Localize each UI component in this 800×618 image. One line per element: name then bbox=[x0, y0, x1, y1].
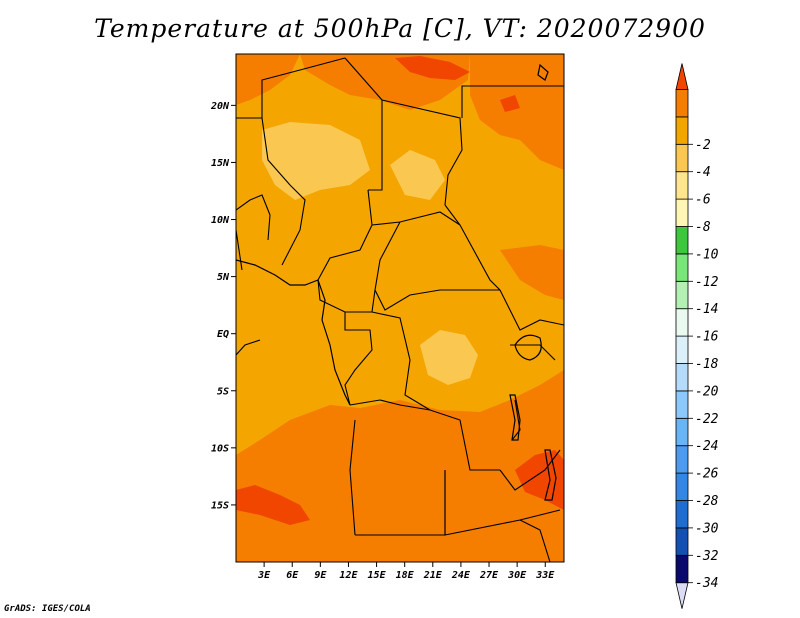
field-region-hot-southwest bbox=[236, 485, 310, 525]
colorbar-label: -16 bbox=[695, 330, 719, 345]
colorbar-swatch bbox=[675, 89, 689, 118]
field-region-hot-north bbox=[395, 56, 470, 80]
y-tick-label: 20N bbox=[210, 101, 230, 112]
x-tick-label: 3E bbox=[257, 570, 271, 581]
map-border bbox=[235, 53, 565, 563]
colorbar: -34 -32 -30 -28 -26 -24 -22 -20 -18 -16 -14 -12 -10 -… bbox=[675, 63, 719, 609]
field-region-warm-south bbox=[236, 370, 564, 562]
colorbar-swatch bbox=[675, 198, 689, 227]
y-tick-label: 15N bbox=[211, 158, 230, 169]
colorbar-swatch bbox=[675, 417, 689, 447]
colorbar-swatch bbox=[675, 363, 689, 392]
map-title: Temperature at 500hPa [C], VT: 202007290… bbox=[94, 14, 706, 43]
colorbar-swatch bbox=[675, 143, 689, 173]
y-tick-label: 5N bbox=[217, 272, 230, 283]
field-region-hot-southeast bbox=[515, 450, 564, 510]
colorbar-swatch bbox=[675, 500, 689, 529]
colorbar-label: -6 bbox=[695, 193, 711, 208]
x-axis: 3E 6E 9E 12E 15E 18E 21E 24E 27E 30E 33E bbox=[257, 562, 555, 581]
colorbar-swatch bbox=[675, 253, 689, 282]
coastline bbox=[236, 259, 351, 406]
colorbar-label: -34 bbox=[695, 576, 718, 591]
x-tick-label: 33E bbox=[535, 570, 555, 581]
y-axis: 20N 15N 10N 5N EQ 5S 10S 15S bbox=[210, 101, 236, 511]
colorbar-swatch bbox=[675, 390, 689, 419]
colorbar-swatch bbox=[675, 554, 689, 584]
field-region-warm-east-patch bbox=[500, 245, 564, 300]
colorbar-swatch bbox=[675, 445, 689, 474]
x-tick-label: 12E bbox=[339, 570, 358, 581]
field-region-warm-northeast bbox=[470, 54, 564, 170]
x-tick-label: 30E bbox=[507, 570, 527, 581]
colorbar-swatch bbox=[675, 280, 689, 310]
colorbar-label: -30 bbox=[695, 521, 719, 536]
x-tick-label: 15E bbox=[368, 570, 387, 581]
y-tick-label: EQ bbox=[217, 329, 229, 340]
colorbar-swatch bbox=[675, 226, 689, 255]
colorbar-label: -4 bbox=[695, 165, 711, 180]
field-region-pale-sahel bbox=[262, 122, 370, 200]
x-tick-label: 21E bbox=[423, 570, 443, 581]
colorbar-label: -14 bbox=[695, 302, 718, 317]
colorbar-label: -26 bbox=[695, 467, 719, 482]
field-region-hot-northeast-dot bbox=[500, 95, 520, 112]
colorbar-label: -18 bbox=[695, 357, 719, 372]
country-borders bbox=[236, 57, 564, 562]
colorbar-upper-triangle bbox=[675, 63, 689, 90]
colorbar-label: -2 bbox=[695, 138, 711, 153]
y-tick-label: 10S bbox=[211, 443, 229, 454]
colorbar-swatch bbox=[675, 472, 689, 501]
colorbar-swatch bbox=[675, 171, 689, 200]
colorbar-swatch bbox=[675, 527, 689, 556]
colorbar-label: -32 bbox=[695, 549, 719, 564]
colorbar-label: -24 bbox=[695, 439, 718, 454]
field-region-pale-chad bbox=[390, 150, 445, 200]
colorbar-label: -12 bbox=[695, 275, 719, 290]
field-region-warm-northwest bbox=[236, 54, 300, 105]
y-tick-label: 10N bbox=[211, 215, 230, 226]
x-tick-label: 18E bbox=[396, 570, 415, 581]
colorbar-swatch bbox=[675, 308, 689, 337]
colorbar-swatch bbox=[675, 335, 689, 364]
colorbar-label: -10 bbox=[695, 247, 719, 262]
y-tick-label: 15S bbox=[211, 500, 229, 511]
x-tick-label: 27E bbox=[479, 570, 499, 581]
colorbar-label: -20 bbox=[695, 384, 719, 399]
map-area bbox=[236, 54, 564, 562]
colorbar-label: -22 bbox=[695, 412, 719, 427]
colorbar-lower-triangle bbox=[675, 582, 689, 609]
colorbar-label: -28 bbox=[695, 494, 719, 509]
x-tick-label: 24E bbox=[451, 570, 471, 581]
x-tick-label: 9E bbox=[314, 570, 327, 581]
credit-label: GrADS: IGES/COLA bbox=[4, 604, 91, 614]
x-tick-label: 6E bbox=[286, 570, 299, 581]
lakes bbox=[509, 63, 557, 501]
y-tick-label: 5S bbox=[217, 386, 229, 397]
colorbar-swatch bbox=[675, 116, 689, 145]
field-region-pale-congo bbox=[420, 330, 478, 385]
colorbar-label: -8 bbox=[695, 220, 711, 235]
